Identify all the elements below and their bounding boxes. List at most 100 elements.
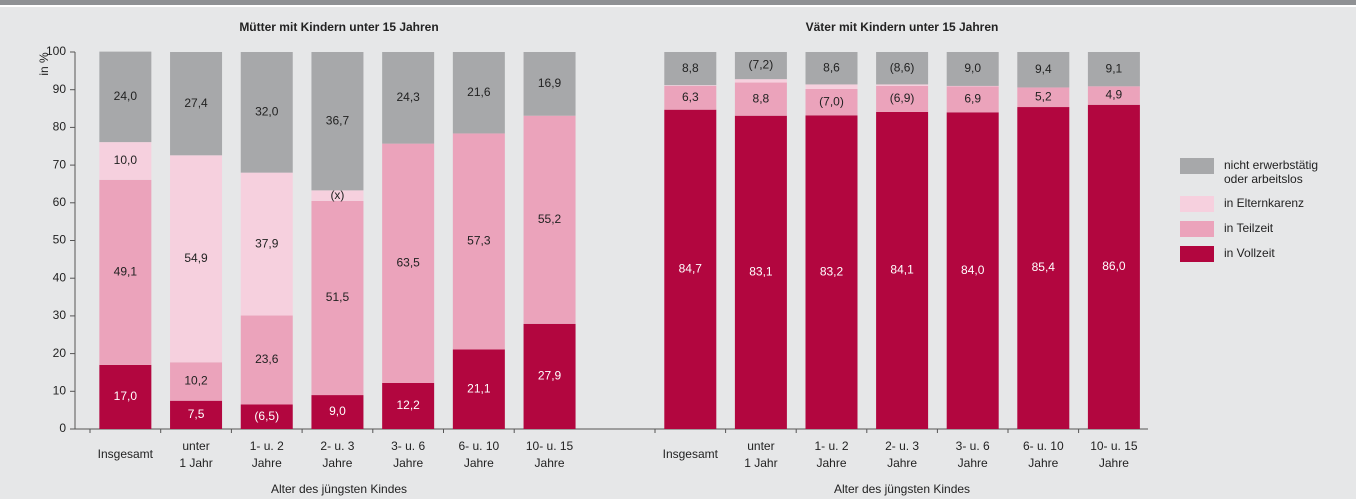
bar-segment (805, 52, 858, 85)
y-tick-label: 40 (53, 270, 67, 284)
value-label: 24,3 (396, 90, 420, 104)
value-label: 9,4 (1035, 62, 1052, 76)
value-label: 85,4 (1032, 260, 1056, 274)
value-label: 51,5 (326, 290, 350, 304)
x-axis-label: Alter des jüngsten Kindes (271, 482, 407, 496)
x-tick-label: 1 Jahr (179, 456, 212, 470)
bar-segment (311, 200, 364, 396)
legend: nicht erwerbstätig oder arbeitslos in Elt… (1180, 158, 1350, 271)
value-label: 6,9 (964, 91, 981, 105)
value-label: 84,1 (890, 263, 914, 277)
value-label: 24,0 (114, 89, 138, 103)
bar-segment (1017, 87, 1070, 108)
bar-segment (1087, 86, 1140, 105)
x-tick-label: 2- u. 3 (885, 439, 919, 453)
y-tick-label: 10 (53, 383, 67, 397)
y-tick-label: 50 (53, 233, 67, 247)
x-tick-label: 10- u. 15 (526, 439, 574, 453)
bar-segment (170, 362, 223, 401)
y-tick-label: 60 (53, 195, 67, 209)
x-tick-label: 10- u. 15 (1090, 439, 1138, 453)
bar-segment (382, 383, 435, 429)
x-tick-label: Jahre (464, 456, 494, 470)
value-label: 37,9 (255, 236, 279, 250)
value-label: 12,2 (396, 398, 420, 412)
value-label: (7,2) (749, 58, 774, 72)
bar-segment (876, 111, 929, 430)
x-tick-label: Jahre (887, 456, 917, 470)
x-tick-label: Jahre (958, 456, 988, 470)
value-label: 54,9 (184, 251, 208, 265)
bar-segment (523, 52, 576, 116)
bar-segment (734, 79, 787, 83)
x-tick-label: Insgesamt (98, 447, 154, 461)
value-label: 49,1 (114, 265, 138, 279)
legend-swatch (1180, 246, 1214, 262)
panel-title: Väter mit Kindern unter 15 Jahren (806, 20, 999, 34)
x-tick-label: unter (747, 439, 774, 453)
bar-segment (99, 51, 152, 143)
bar-segment (805, 88, 858, 116)
value-label: 4,9 (1106, 88, 1123, 102)
bar-segment (734, 115, 787, 429)
x-tick-label: 1- u. 2 (814, 439, 848, 453)
value-label: 36,7 (326, 113, 350, 127)
bar-segment (452, 133, 505, 350)
x-tick-label: 1- u. 2 (250, 439, 284, 453)
legend-item: in Elternkarenz (1180, 196, 1350, 221)
legend-swatch (1180, 158, 1214, 174)
bar-segment (664, 52, 717, 86)
value-label: 8,8 (682, 61, 699, 75)
bar-segment (523, 115, 576, 324)
legend-swatch (1180, 221, 1214, 237)
value-label: 63,5 (396, 255, 420, 269)
bar-segment (99, 364, 152, 429)
value-label: (x) (330, 188, 344, 202)
y-tick-label: 70 (53, 157, 67, 171)
value-label: (7,0) (819, 94, 844, 108)
x-tick-label: Jahre (535, 456, 565, 470)
value-label: (6,9) (890, 91, 915, 105)
value-label: 83,2 (820, 264, 844, 278)
x-tick-label: unter (182, 439, 209, 453)
x-tick-label: 2- u. 3 (320, 439, 354, 453)
value-label: 55,2 (538, 212, 562, 226)
value-label: 8,8 (753, 91, 770, 105)
bar-segment (240, 172, 293, 316)
value-label: 27,4 (184, 96, 208, 110)
bar-segment (946, 86, 999, 113)
value-label: 7,5 (188, 407, 205, 421)
bar-segment (876, 52, 929, 85)
panel-title: Mütter mit Kindern unter 15 Jahren (239, 20, 438, 34)
x-tick-label: 6- u. 10 (458, 439, 499, 453)
bar-segment (382, 143, 435, 384)
x-axis-label: Alter des jüngsten Kindes (834, 482, 970, 496)
legend-label: in Vollzeit (1224, 246, 1275, 260)
value-label: 57,3 (467, 234, 491, 248)
bar-segment (664, 85, 717, 110)
bar-segment (170, 52, 223, 156)
y-tick-label: 90 (53, 82, 67, 96)
bar-segment (1087, 104, 1140, 429)
bar-segment (805, 84, 858, 89)
x-tick-label: Jahre (816, 456, 846, 470)
value-label: 86,0 (1102, 259, 1126, 273)
y-tick-label: 0 (59, 421, 66, 435)
bar-segment (1017, 107, 1070, 430)
bar-segment (311, 52, 364, 191)
x-tick-label: 3- u. 6 (956, 439, 990, 453)
x-tick-label: Jahre (1028, 456, 1058, 470)
legend-item: nicht erwerbstätig oder arbeitslos (1180, 158, 1350, 196)
top-line (0, 5, 1356, 7)
bar-segment (311, 395, 364, 429)
bar-segment (664, 85, 717, 86)
bar-segment (1017, 52, 1070, 88)
bar-segment (452, 52, 505, 134)
legend-label: in Elternkarenz (1224, 196, 1305, 210)
legend-item: in Vollzeit (1180, 246, 1350, 271)
value-label: (6,5) (254, 409, 279, 423)
legend-label: in Teilzeit (1224, 221, 1274, 235)
bar-segment (876, 85, 929, 112)
